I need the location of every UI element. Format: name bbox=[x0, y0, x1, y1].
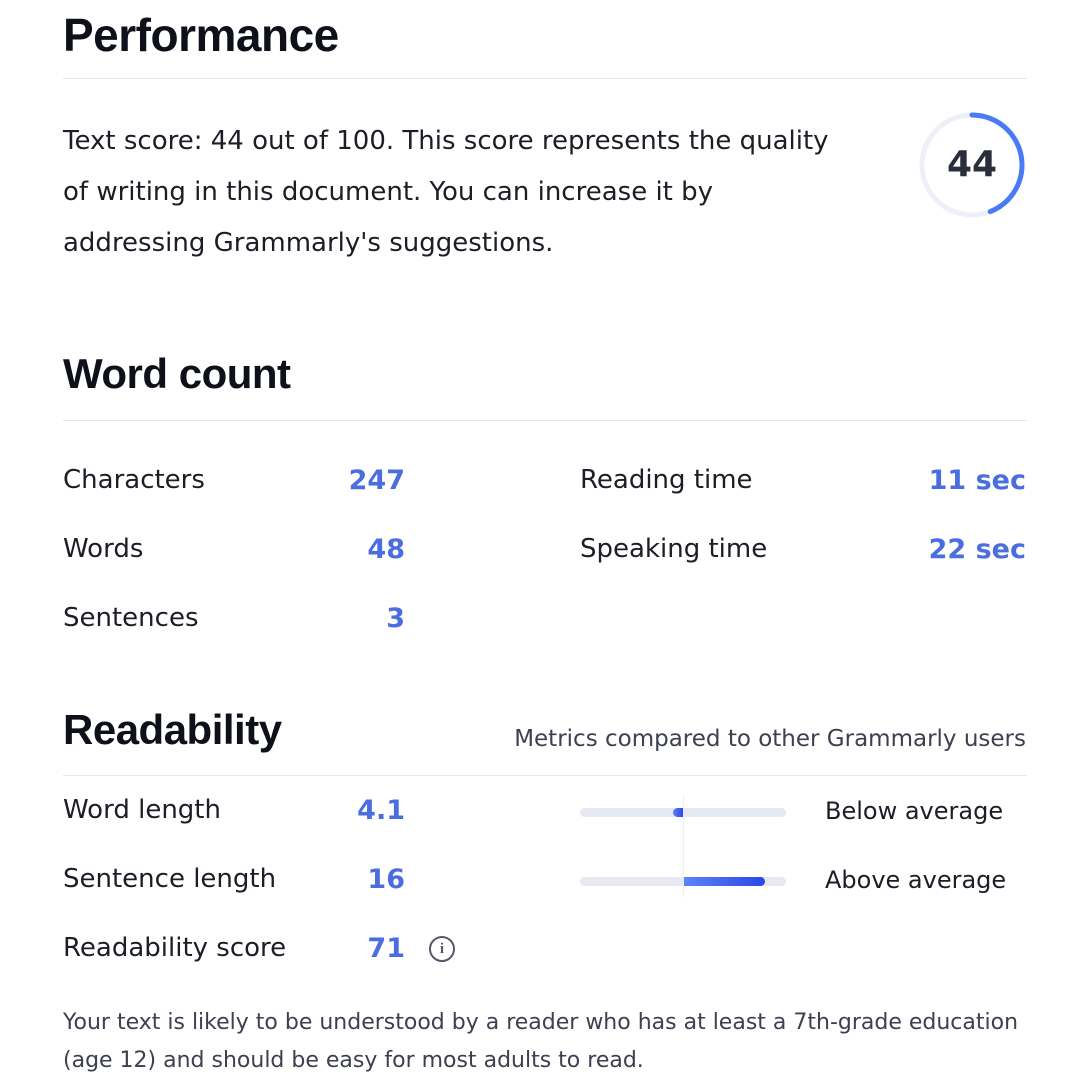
score-description: Text score: 44 out of 100. This score re… bbox=[63, 126, 829, 258]
sentence-length-label: Sentence length bbox=[63, 864, 277, 894]
sentences-label: Sentences bbox=[63, 603, 199, 633]
score-value: 44 bbox=[946, 144, 998, 185]
sentences-value: 3 bbox=[386, 603, 405, 634]
readability-score-label: Readability score bbox=[63, 933, 287, 963]
readability-note: Your text is likely to be understood by … bbox=[63, 1010, 1019, 1073]
reading-time-label: Reading time bbox=[580, 465, 753, 495]
word-length-bar-fill bbox=[672, 808, 683, 817]
speaking-time-label: Speaking time bbox=[580, 534, 768, 564]
speaking-time-value: 22 sec bbox=[928, 534, 1026, 565]
reading-time-value: 11 sec bbox=[928, 465, 1026, 496]
divider bbox=[63, 775, 1027, 776]
word-length-comparison: Below average bbox=[825, 797, 1004, 825]
words-label: Words bbox=[63, 534, 144, 564]
performance-title: Performance bbox=[63, 9, 339, 61]
characters-value: 247 bbox=[348, 465, 405, 496]
characters-label: Characters bbox=[63, 465, 205, 495]
word-count-title: Word count bbox=[63, 350, 291, 397]
score-ring: 44 bbox=[918, 111, 1026, 219]
info-icon[interactable]: i bbox=[429, 936, 455, 962]
readability-title: Readability bbox=[63, 706, 282, 753]
score-arc bbox=[919, 112, 1025, 218]
sentence-length-value: 16 bbox=[367, 864, 405, 895]
sentence-length-comparison: Above average bbox=[825, 866, 1007, 894]
average-line bbox=[683, 795, 684, 897]
word-length-label: Word length bbox=[63, 795, 221, 825]
words-value: 48 bbox=[367, 534, 405, 565]
sentence-length-bar-fill bbox=[683, 877, 766, 886]
word-length-value: 4.1 bbox=[357, 795, 405, 826]
divider bbox=[63, 78, 1027, 79]
readability-subtitle: Metrics compared to other Grammarly user… bbox=[514, 726, 1026, 752]
readability-score-value: 71 bbox=[367, 933, 405, 964]
divider bbox=[63, 420, 1027, 421]
